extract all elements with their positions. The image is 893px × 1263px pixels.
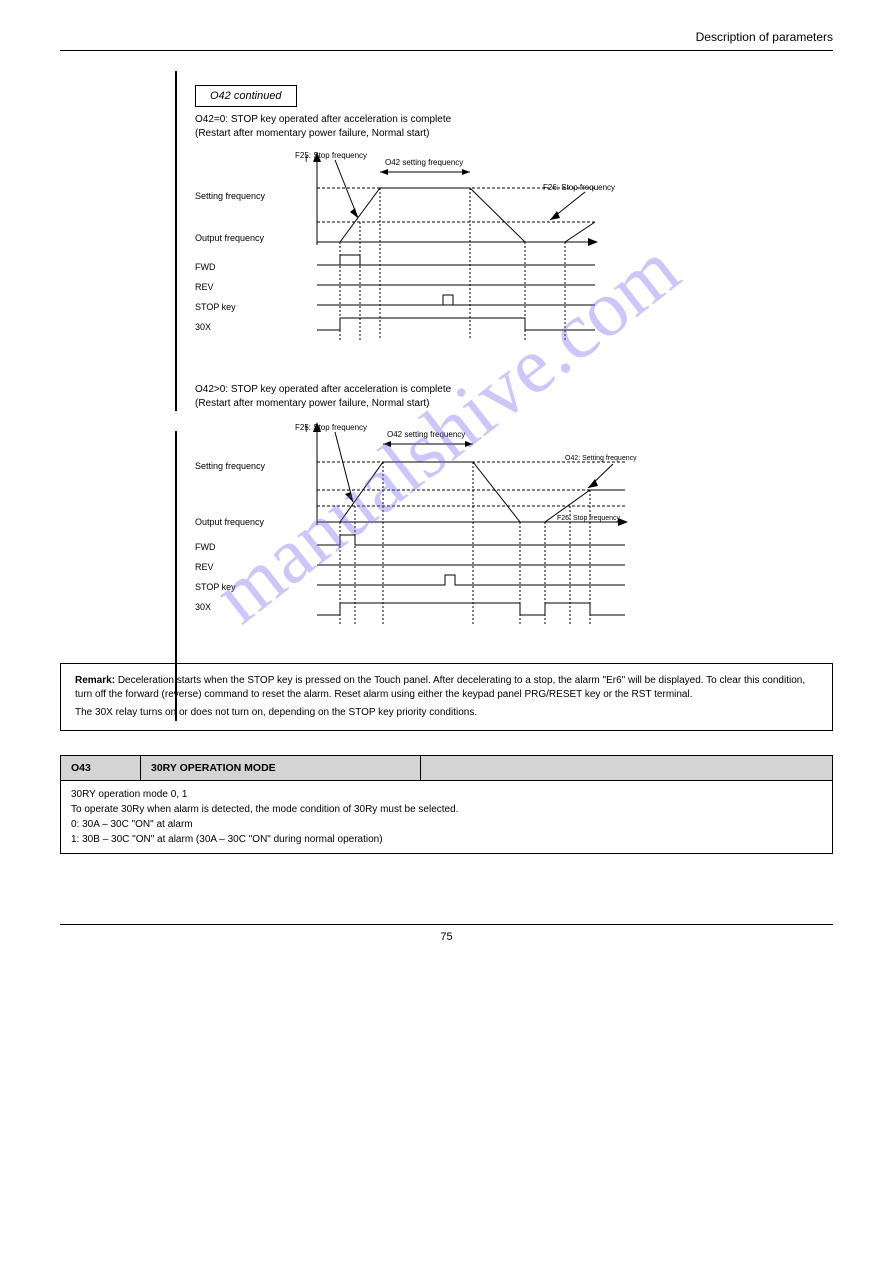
page-number: 75 <box>60 931 833 943</box>
d1-arrow-f25: F25: Stop frequency <box>295 151 367 160</box>
vertical-bar-1 <box>175 71 177 411</box>
d1-label-fwd: FWD <box>195 263 216 272</box>
d1-label-30x: 30X <box>195 323 211 332</box>
header-right: Description of parameters <box>696 30 833 44</box>
section2-line1: O42>0: STOP key operated after accelerat… <box>195 383 833 397</box>
section1-line1: O42=0: STOP key operated after accelerat… <box>195 113 833 127</box>
bottom-rule <box>60 924 833 925</box>
d2-label-fwd: FWD <box>195 543 216 552</box>
timing-diagram-2: f <box>295 420 655 630</box>
remark-line-1: Deceleration starts when the STOP key is… <box>75 675 805 700</box>
param-desc-0: 30RY operation mode 0, 1 <box>71 787 822 802</box>
remark-line-2: The 30X relay turns on or does not turn … <box>75 706 818 720</box>
param-table: O43 30RY OPERATION MODE 30RY operation m… <box>60 755 833 854</box>
d1-label-rev: REV <box>195 283 214 292</box>
param-title: 30RY OPERATION MODE <box>141 756 421 781</box>
d1-label-stop: STOP key <box>195 303 236 312</box>
d1-arrow-f26: F26: Stop frequency <box>543 183 615 192</box>
param-desc-2: 0: 30A – 30C "ON" at alarm <box>71 817 822 832</box>
d2-label-outfreq: Output frequency <box>195 518 264 527</box>
d1-arrow-o42: O42 setting frequency <box>385 158 463 167</box>
d2-label-setfreq: Setting frequency <box>195 462 265 471</box>
vertical-bar-2 <box>175 431 177 721</box>
section2-desc: O42>0: STOP key operated after accelerat… <box>195 383 833 410</box>
param-desc-3: 1: 30B – 30C "ON" at alarm (30A – 30C "O… <box>71 832 822 847</box>
d2-arrow-o42a: O42 setting frequency <box>387 430 465 439</box>
section1-line2: (Restart after momentary power failure, … <box>195 127 833 141</box>
continued-box: O42 continued <box>195 85 297 107</box>
d1-label-setfreq: Setting frequency <box>195 192 265 201</box>
remark-label: Remark: <box>75 675 115 686</box>
d2-label-rev: REV <box>195 563 214 572</box>
d2-label-stop: STOP key <box>195 583 236 592</box>
diagram-1: Setting frequency Output frequency FWD R… <box>195 150 833 343</box>
d2-arrow-f26: F26: Stop frequency <box>557 515 621 522</box>
section1-desc: O42=0: STOP key operated after accelerat… <box>195 113 833 140</box>
param-desc: 30RY operation mode 0, 1 To operate 30Ry… <box>61 781 833 854</box>
timing-diagram-1: f <box>295 150 635 340</box>
d2-arrow-o42b: O42: Setting frequency <box>565 455 637 462</box>
diagram-2: Setting frequency Output frequency FWD R… <box>195 420 833 633</box>
top-rule <box>60 50 833 51</box>
param-desc-1: To operate 30Ry when alarm is detected, … <box>71 802 822 817</box>
d1-label-outfreq: Output frequency <box>195 234 264 243</box>
section2-line2: (Restart after momentary power failure, … <box>195 397 833 411</box>
d2-label-30x: 30X <box>195 603 211 612</box>
param-code: O43 <box>61 756 141 781</box>
d2-arrow-f25: F25: Stop frequency <box>295 423 367 432</box>
